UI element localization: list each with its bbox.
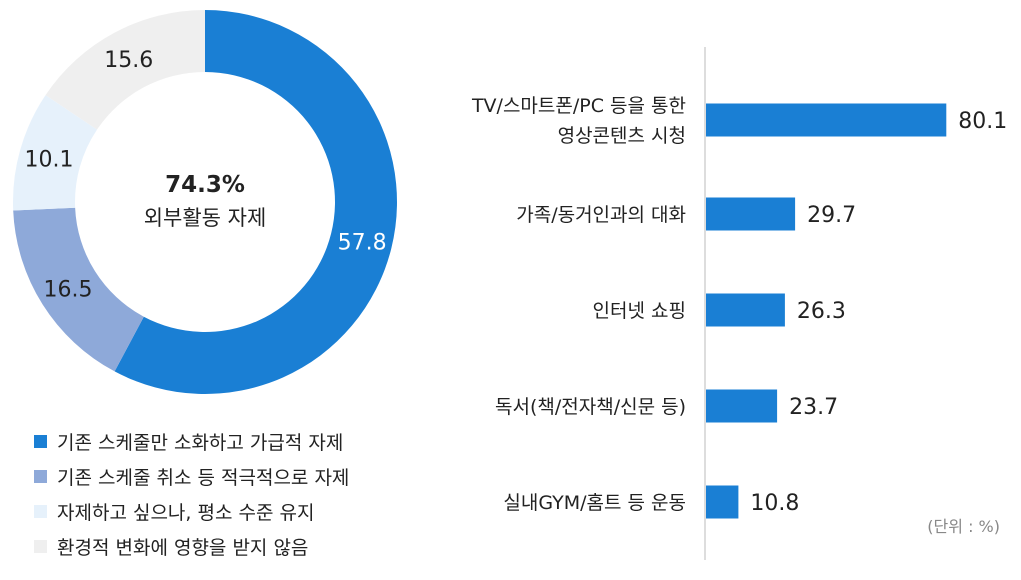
- legend-label: 환경적 변화에 영향을 받지 않음: [57, 537, 309, 559]
- legend-swatch: [34, 505, 47, 518]
- legend-item: 환경적 변화에 영향을 받지 않음: [34, 529, 349, 564]
- donut-chart: 57.8 16.5 10.1 15.6: [13, 10, 397, 394]
- donut-value-label: 15.6: [104, 48, 153, 73]
- donut-slice: [45, 10, 205, 130]
- bar-value-label: 29.7: [807, 203, 856, 228]
- donut-slice: [13, 95, 98, 211]
- donut-slice: [13, 207, 144, 372]
- legend-item: 기존 스케줄 취소 등 적극적으로 자제: [34, 459, 349, 494]
- bar-value-label: 10.8: [750, 491, 799, 516]
- donut-value-label: 57.8: [338, 230, 387, 255]
- legend-label: 자제하고 싶으나, 평소 수준 유지: [57, 502, 315, 524]
- bar: [706, 485, 739, 519]
- legend-item: 자제하고 싶으나, 평소 수준 유지: [34, 494, 349, 529]
- bar: [706, 389, 778, 423]
- donut-slice: [114, 10, 397, 394]
- bar: [706, 197, 796, 231]
- category-label: 인터넷 쇼핑: [593, 300, 686, 322]
- legend-label: 기존 스케줄만 소화하고 가급적 자제: [57, 432, 344, 454]
- legend-swatch: [34, 470, 47, 483]
- bar: [706, 103, 947, 137]
- bar-value-label: 26.3: [797, 299, 846, 324]
- bar-value-label: 23.7: [789, 395, 838, 420]
- donut-legend: 기존 스케줄만 소화하고 가급적 자제 기존 스케줄 취소 등 적극적으로 자제…: [34, 424, 349, 564]
- category-label: 영상콘텐츠 시청: [558, 125, 686, 147]
- legend-swatch: [34, 540, 47, 553]
- unit-note: (단위 : %): [927, 517, 1000, 536]
- category-label: 독서(책/전자책/신문 등): [495, 396, 686, 418]
- category-label: 실내GYM/홈트 등 운동: [503, 492, 686, 514]
- donut-center-label: 외부활동 자제: [144, 206, 267, 230]
- donut-value-label: 16.5: [43, 277, 92, 302]
- category-label: 가족/동거인과의 대화: [516, 204, 686, 226]
- bar-value-label: 80.1: [958, 109, 1007, 134]
- legend-label: 기존 스케줄 취소 등 적극적으로 자제: [57, 467, 350, 489]
- donut-value-label: 10.1: [25, 147, 74, 172]
- donut-center-value: 74.3%: [165, 172, 245, 198]
- legend-item: 기존 스케줄만 소화하고 가급적 자제: [34, 424, 349, 459]
- legend-swatch: [34, 435, 47, 448]
- category-label: TV/스마트폰/PC 등을 통한: [471, 95, 686, 117]
- bar: [706, 293, 785, 327]
